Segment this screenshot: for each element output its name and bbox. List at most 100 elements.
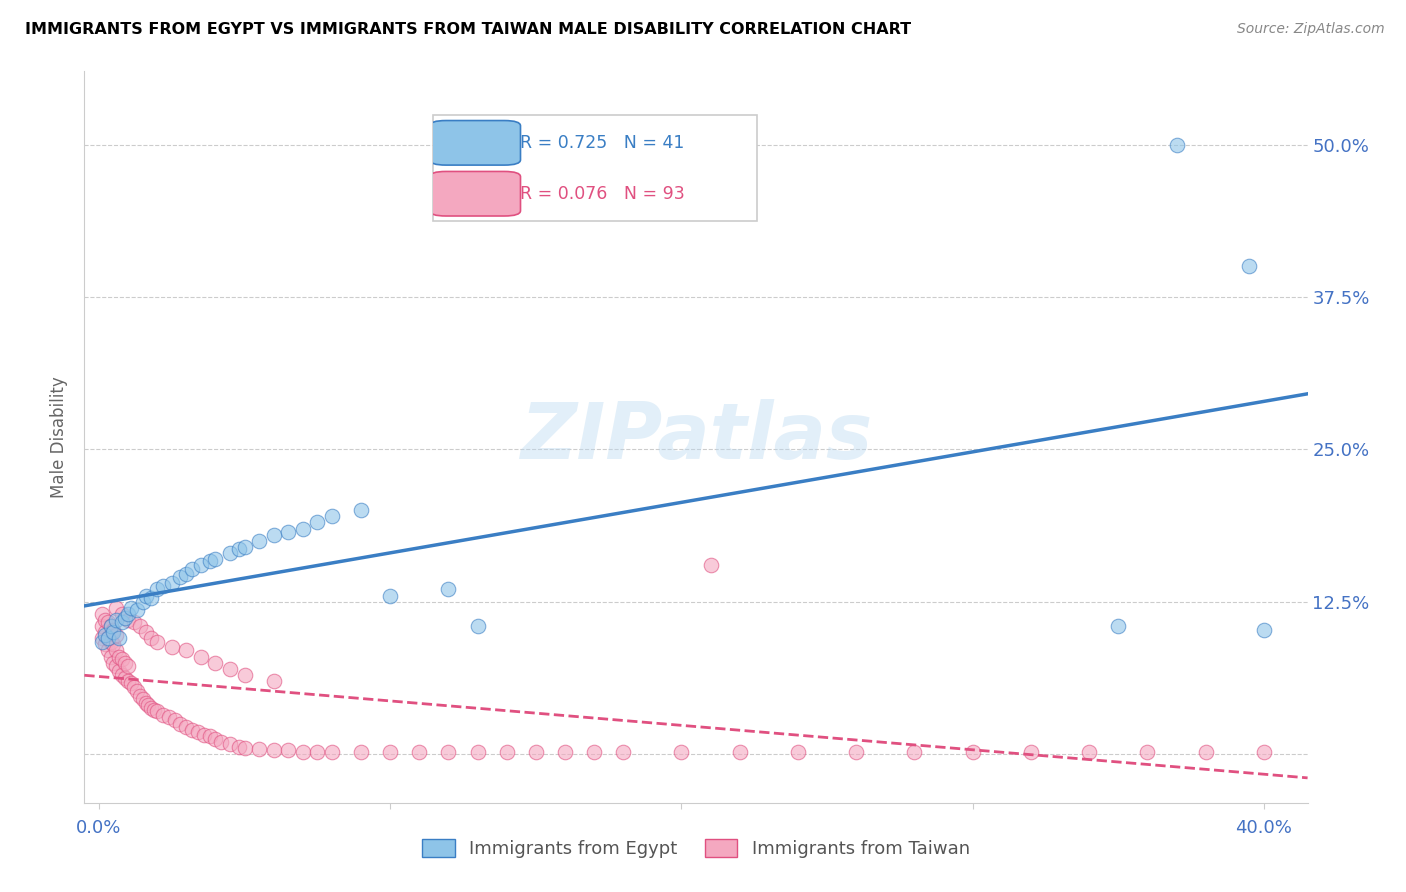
Point (111, 607, 134, 621)
Point (97, 615, 120, 630)
Point (90, 619, 112, 633)
Point (291, 521, 314, 535)
Point (277, 525, 299, 540)
Point (187, 725, 209, 739)
Point (105, 613, 128, 627)
Point (350, 745, 373, 759)
Point (169, 716, 191, 731)
Point (122, 680, 145, 694)
Point (321, 745, 343, 759)
Point (1253, 623, 1275, 637)
Point (247, 533, 270, 548)
Point (103, 656, 125, 670)
Point (105, 659, 128, 673)
Point (277, 743, 299, 757)
Point (380, 745, 402, 759)
Point (120, 600, 142, 615)
Point (263, 527, 285, 541)
Point (219, 662, 242, 676)
Point (146, 635, 169, 649)
Point (181, 562, 204, 576)
Point (193, 727, 215, 741)
Point (90, 635, 112, 649)
Point (307, 745, 329, 759)
Point (1107, 619, 1129, 633)
Point (152, 708, 174, 723)
Point (125, 683, 148, 698)
Text: IMMIGRANTS FROM EGYPT VS IMMIGRANTS FROM TAIWAN MALE DISABILITY CORRELATION CHAR: IMMIGRANTS FROM EGYPT VS IMMIGRANTS FROM… (25, 22, 911, 37)
Point (1195, 745, 1218, 759)
Point (90, 607, 112, 621)
Point (90, 632, 112, 646)
Point (143, 703, 166, 717)
Point (117, 607, 139, 621)
Point (100, 649, 122, 664)
Point (93, 613, 115, 627)
Point (135, 589, 157, 603)
Point (1166, 137, 1188, 152)
Point (219, 546, 242, 560)
Point (174, 720, 197, 734)
Point (117, 613, 139, 627)
Point (108, 632, 131, 646)
Point (131, 594, 153, 608)
Point (228, 542, 250, 557)
Point (219, 737, 242, 751)
Point (495, 745, 517, 759)
Point (174, 643, 197, 657)
Point (125, 603, 148, 617)
Point (209, 735, 232, 749)
Point (103, 625, 125, 640)
Point (135, 625, 157, 640)
Point (198, 729, 221, 743)
Point (100, 619, 122, 633)
Point (103, 637, 125, 651)
Point (108, 649, 131, 664)
Point (128, 689, 150, 703)
Point (122, 615, 145, 630)
Point (671, 745, 693, 759)
Point (962, 745, 984, 759)
Point (190, 558, 212, 573)
Point (93, 637, 115, 651)
Point (163, 713, 186, 727)
Point (105, 627, 128, 641)
Point (128, 619, 150, 633)
Point (105, 643, 128, 657)
Point (111, 615, 134, 630)
Point (114, 610, 136, 624)
Point (111, 667, 134, 681)
Point (141, 591, 163, 605)
Point (903, 745, 925, 759)
Point (100, 635, 122, 649)
Point (204, 552, 226, 566)
Point (204, 732, 226, 747)
Point (100, 619, 122, 633)
Point (93, 627, 115, 641)
Point (135, 696, 157, 710)
Point (263, 673, 285, 688)
Point (321, 509, 343, 524)
Point (437, 582, 460, 597)
Point (524, 745, 547, 759)
Point (97, 632, 120, 646)
Point (1253, 745, 1275, 759)
Point (350, 503, 373, 517)
Text: ZIPatlas: ZIPatlas (520, 399, 872, 475)
Point (169, 570, 191, 584)
Point (190, 649, 212, 664)
Point (583, 745, 606, 759)
Point (787, 745, 810, 759)
Point (174, 566, 197, 581)
Point (845, 745, 868, 759)
Point (1078, 745, 1101, 759)
Y-axis label: Male Disability: Male Disability (51, 376, 69, 498)
Point (263, 743, 285, 757)
Point (467, 745, 489, 759)
Point (467, 619, 489, 633)
Point (114, 656, 136, 670)
Point (247, 742, 270, 756)
Point (1239, 260, 1261, 274)
Point (612, 745, 634, 759)
Point (117, 673, 139, 688)
